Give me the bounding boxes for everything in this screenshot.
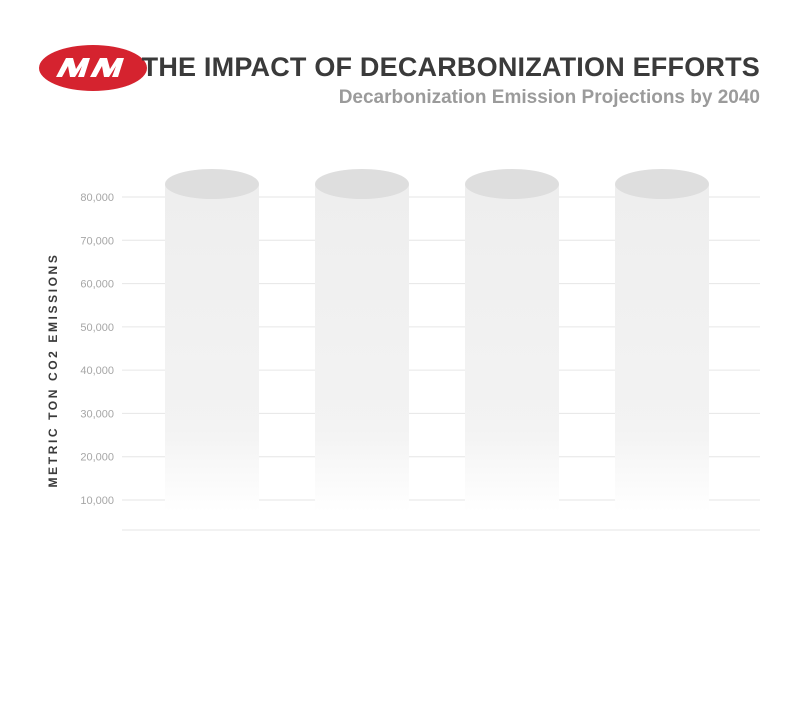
bar-cylinder xyxy=(465,169,559,512)
y-tick-label: 70,000 xyxy=(80,235,114,247)
brand-logo: MM xyxy=(39,45,147,91)
bar-body xyxy=(315,184,409,512)
bar-top xyxy=(465,169,559,200)
bar-top xyxy=(165,169,259,200)
y-tick-label: 20,000 xyxy=(80,452,114,464)
chart-subtitle: Decarbonization Emission Projections by … xyxy=(338,87,760,108)
bar-top xyxy=(315,169,409,200)
bar-cylinder xyxy=(615,169,709,512)
y-tick-label: 30,000 xyxy=(80,408,114,420)
y-tick-label: 80,000 xyxy=(80,192,114,204)
y-tick-label: 40,000 xyxy=(80,365,114,377)
y-tick-label: 60,000 xyxy=(80,279,114,291)
bar-cylinder xyxy=(315,169,409,512)
y-tick-label: 50,000 xyxy=(80,322,114,334)
y-tick-label: 10,000 xyxy=(80,495,114,507)
bar-body xyxy=(165,184,259,512)
bar-cylinder xyxy=(165,169,259,512)
bar-body xyxy=(615,184,709,512)
bar-body xyxy=(465,184,559,512)
bar-top xyxy=(615,169,709,200)
chart-title: THE IMPACT OF DECARBONIZATION EFFORTS xyxy=(141,52,760,82)
